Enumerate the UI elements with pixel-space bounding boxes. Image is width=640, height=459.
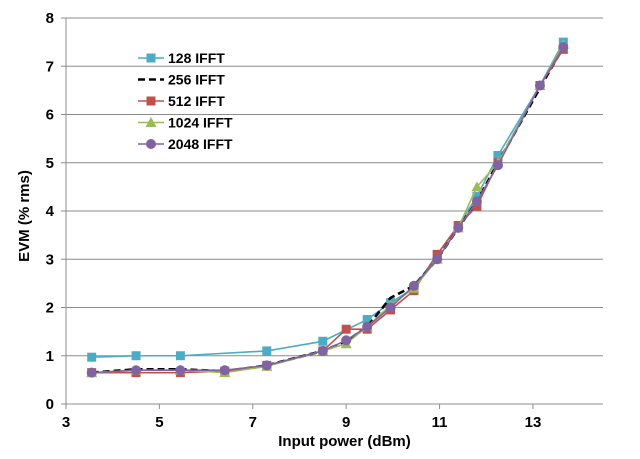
- legend-marker-512-ifft: [146, 96, 156, 106]
- gridlines: [66, 17, 603, 357]
- legend-marker-2048-ifft: [146, 139, 156, 149]
- data-point-2048-ifft: [471, 196, 482, 207]
- data-point-2048-ifft: [261, 360, 272, 371]
- series-2048-ifft: [86, 41, 569, 378]
- legend-item-256-ifft: 256 IFFT: [138, 72, 225, 88]
- legend-label-1024-ifft: 1024 IFFT: [168, 115, 233, 131]
- data-point-128-ifft: [87, 352, 97, 362]
- legend-item-512-ifft: 512 IFFT: [138, 93, 225, 109]
- x-axis-title: Input power (dBm): [278, 433, 410, 450]
- x-tick-label: 7: [249, 414, 257, 431]
- y-tick-label: 3: [46, 251, 54, 268]
- series-line-2048-ifft: [91, 46, 564, 374]
- data-point-2048-ifft: [341, 335, 352, 346]
- x-tick-label: 5: [155, 414, 163, 431]
- series-group: [86, 37, 569, 378]
- data-point-128-ifft: [262, 346, 272, 356]
- y-tick-label: 5: [46, 155, 54, 172]
- legend-item-2048-ifft: 2048 IFFT: [138, 136, 233, 152]
- data-point-2048-ifft: [432, 254, 443, 265]
- y-tick-label: 6: [46, 107, 54, 124]
- x-tick-label: 13: [525, 414, 542, 431]
- data-point-2048-ifft: [131, 365, 142, 376]
- data-point-128-ifft: [318, 336, 328, 346]
- data-point-2048-ifft: [175, 365, 186, 376]
- data-point-1024-ifft: [471, 181, 483, 192]
- data-point-2048-ifft: [317, 345, 328, 356]
- x-tick-label: 3: [62, 414, 70, 431]
- legend-marker-1024-ifft: [145, 117, 157, 127]
- data-point-512-ifft: [341, 324, 351, 334]
- data-point-128-ifft: [493, 151, 503, 161]
- data-point-2048-ifft: [385, 302, 396, 313]
- legend-label-512-ifft: 512 IFFT: [168, 93, 225, 109]
- y-tick-label: 1: [46, 348, 54, 365]
- data-point-128-ifft: [175, 351, 185, 361]
- legend-marker-128-ifft: [146, 53, 156, 63]
- x-tick-label: 11: [432, 414, 448, 431]
- legend-label-256-ifft: 256 IFFT: [168, 72, 225, 88]
- legend-item-1024-ifft: 1024 IFFT: [138, 115, 233, 131]
- legend-item-128-ifft: 128 IFFT: [138, 50, 225, 66]
- series-line-1024-ifft: [91, 44, 565, 374]
- y-tick-label: 0: [46, 396, 54, 413]
- legend: 128 IFFT 256 IFFT 512 IFFT 1024 IFFT 2048 IF…: [138, 50, 233, 152]
- data-point-2048-ifft: [534, 80, 545, 91]
- y-axis-title: EVM (% rms): [16, 170, 33, 262]
- axes: [61, 17, 603, 409]
- data-point-2048-ifft: [86, 367, 97, 378]
- data-point-128-ifft: [362, 315, 372, 325]
- data-point-2048-ifft: [453, 222, 464, 233]
- data-point-2048-ifft: [219, 365, 230, 376]
- legend-label-128-ifft: 128 IFFT: [168, 50, 225, 66]
- y-tick-label: 8: [46, 10, 54, 27]
- data-point-2048-ifft: [362, 321, 373, 332]
- data-point-2048-ifft: [492, 160, 503, 171]
- y-tick-label: 4: [46, 203, 55, 220]
- y-tick-label: 2: [46, 300, 54, 317]
- tick-labels: 0 1 2 3 4 5 6 7 8 3 5 7 9 11 13: [46, 10, 542, 431]
- y-tick-label: 7: [46, 58, 54, 75]
- data-point-2048-ifft: [558, 41, 569, 52]
- legend-label-2048-ifft: 2048 IFFT: [168, 136, 233, 152]
- data-point-2048-ifft: [408, 280, 419, 291]
- x-tick-label: 9: [342, 414, 350, 431]
- data-point-128-ifft: [131, 351, 141, 361]
